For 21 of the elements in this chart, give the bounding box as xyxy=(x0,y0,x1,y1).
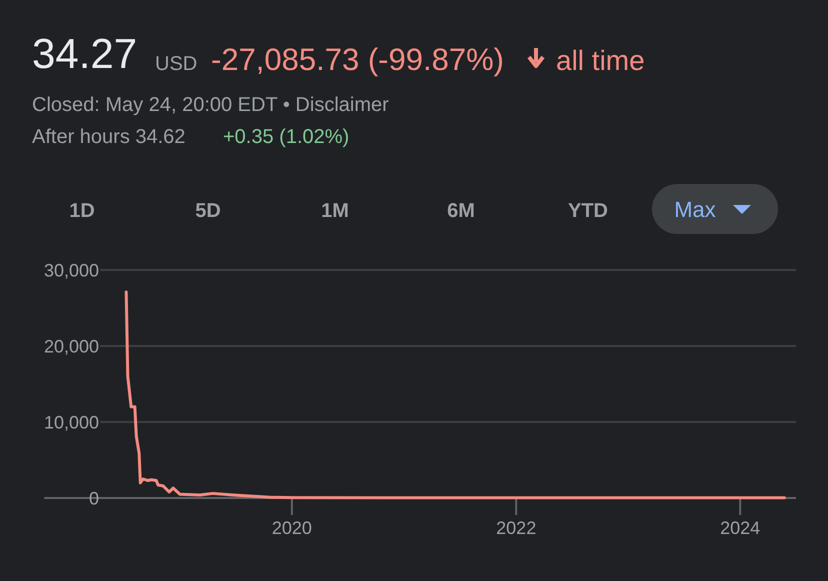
y-tick-label: 30,000 xyxy=(44,260,99,280)
text: After hours 34.62 xyxy=(32,126,186,148)
y-tick-label: 20,000 xyxy=(44,336,99,356)
text: 1M xyxy=(321,200,349,222)
text: Closed: May 24, 20:00 EDT • Disclaimer xyxy=(32,94,390,116)
text: all time xyxy=(556,45,645,76)
text: 1D xyxy=(69,200,95,222)
text: USD xyxy=(155,53,198,75)
x-tick-label: 2024 xyxy=(720,518,760,538)
y-tick-label: 0 xyxy=(88,488,99,508)
text: +0.35 (1.02%) xyxy=(223,126,350,148)
line-series xyxy=(124,290,786,500)
x-tick-label: 2020 xyxy=(272,518,312,538)
text: 6M xyxy=(447,200,475,222)
text: 5D xyxy=(195,200,221,222)
chart-title: 34.27 xyxy=(32,30,138,77)
text: -27,085.73 (-99.87%) xyxy=(211,42,504,77)
y-tick-label: 10,000 xyxy=(44,412,99,432)
x-tick-label: 2022 xyxy=(496,518,536,538)
text: Max xyxy=(674,197,716,222)
text: YTD xyxy=(568,200,608,222)
